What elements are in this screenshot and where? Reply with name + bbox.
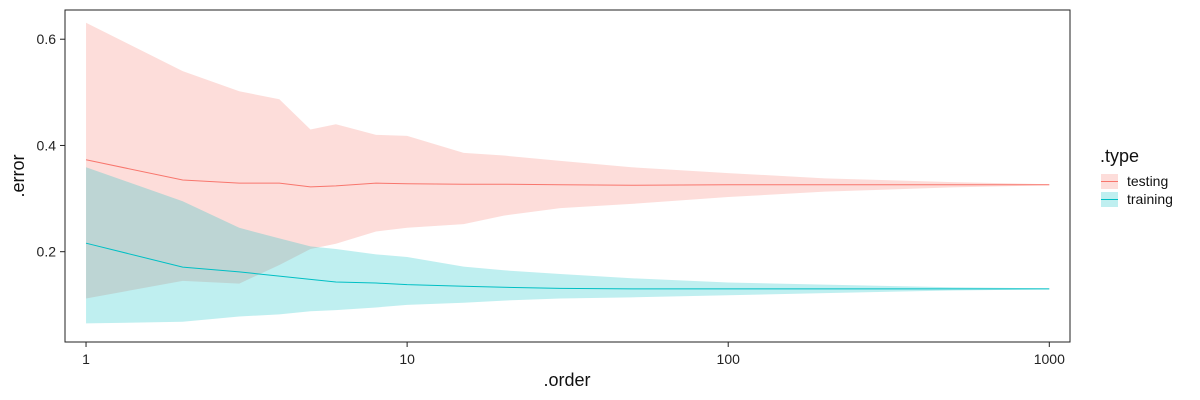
y-tick-label: 0.6 [37,31,57,47]
x-tick-label: 10 [399,351,415,367]
legend-item-testing: testing [1101,173,1168,189]
legend: .type testing training [1100,146,1173,207]
legend-label: training [1127,191,1173,207]
x-tick-label: 1 [82,351,90,367]
x-tick-label: 100 [717,351,741,367]
legend-label: testing [1127,173,1168,189]
plot-area [85,22,1050,324]
y-axis-title: .error [8,154,28,197]
ribbon-training [86,167,1050,324]
legend-title: .type [1100,146,1139,166]
line-training [85,242,1050,290]
legend-item-training: training [1101,191,1173,207]
x-axis-title: .order [543,370,590,390]
line-testing [85,159,1050,188]
x-tick-label: 1000 [1034,351,1065,367]
panel-border [64,9,1071,343]
x-axis: 1 10 100 1000 [82,342,1065,367]
y-axis: 0.2 0.4 0.6 [37,31,65,260]
y-tick-label: 0.2 [37,244,57,260]
ribbon-testing [86,22,1050,299]
y-tick-label: 0.4 [37,137,57,153]
